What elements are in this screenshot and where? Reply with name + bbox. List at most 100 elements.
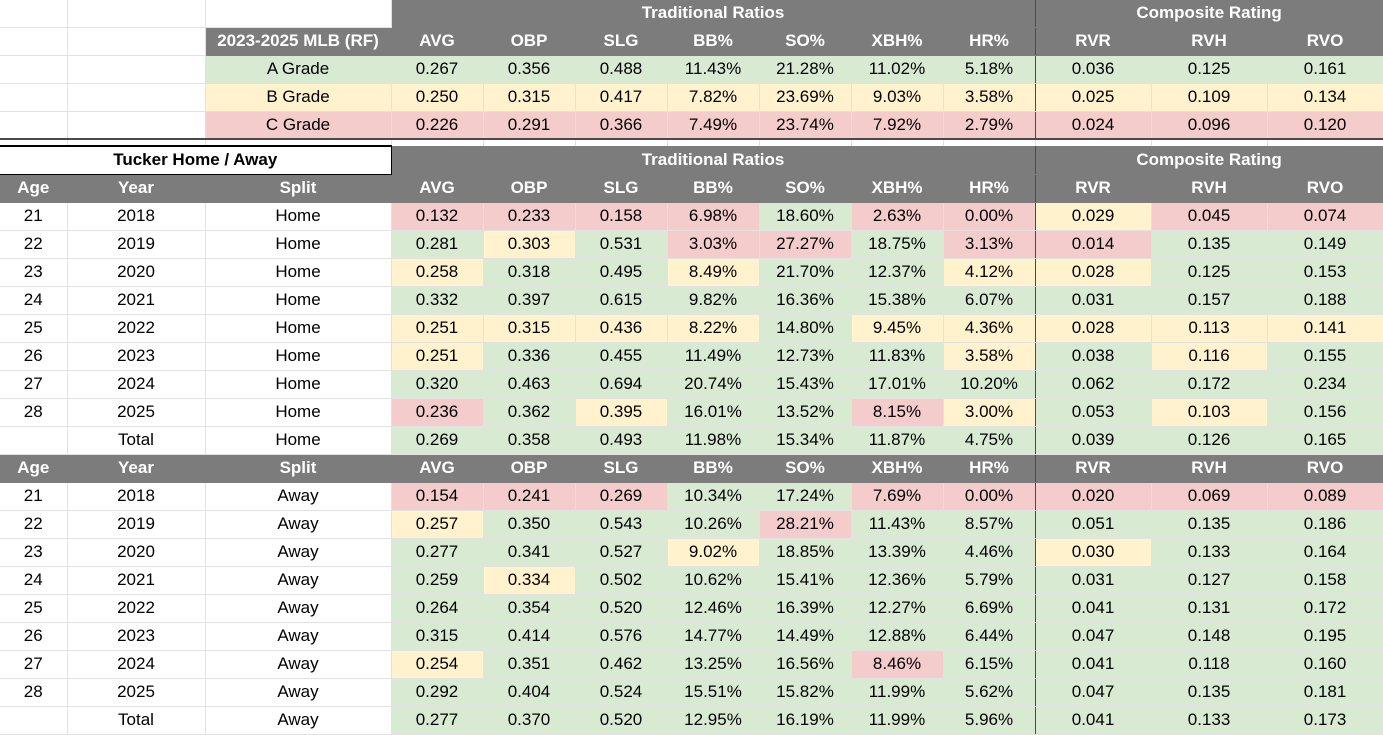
stat-value-cell[interactable]: 0.158 — [575, 202, 668, 231]
stat-value-cell[interactable]: 0.051 — [1035, 510, 1152, 539]
year-cell[interactable]: 2018 — [67, 202, 206, 231]
benchmark-value-cell[interactable]: 0.036 — [1035, 55, 1152, 84]
column-header-xbh-pct[interactable]: XBH% — [851, 27, 944, 56]
split-cell[interactable]: Home — [205, 314, 392, 343]
column-header-xbh-pct[interactable]: XBH% — [851, 454, 944, 483]
stat-value-cell[interactable]: 0.303 — [483, 230, 576, 259]
column-header-avg[interactable]: AVG — [391, 454, 484, 483]
column-header-rvh[interactable]: RVH — [1151, 174, 1268, 203]
stat-value-cell[interactable]: 0.520 — [575, 594, 668, 623]
split-cell[interactable]: Home — [205, 426, 392, 455]
stat-value-cell[interactable]: 15.51% — [667, 678, 760, 707]
split-cell[interactable]: Home — [205, 258, 392, 287]
year-cell[interactable]: 2019 — [67, 510, 206, 539]
stat-value-cell[interactable]: 0.127 — [1151, 566, 1268, 595]
stat-value-cell[interactable]: 21.70% — [759, 258, 852, 287]
split-cell[interactable]: Home — [205, 342, 392, 371]
stat-value-cell[interactable]: 0.404 — [483, 678, 576, 707]
year-cell[interactable]: 2023 — [67, 622, 206, 651]
benchmark-value-cell[interactable]: 2.79% — [943, 111, 1036, 140]
composite-rating-header[interactable]: Composite Rating — [1035, 146, 1383, 175]
stat-value-cell[interactable]: 0.103 — [1151, 398, 1268, 427]
stat-value-cell[interactable]: 9.02% — [667, 538, 760, 567]
stat-value-cell[interactable]: 12.88% — [851, 622, 944, 651]
age-cell[interactable]: 26 — [0, 622, 68, 651]
stat-value-cell[interactable]: 0.00% — [943, 482, 1036, 511]
year-cell[interactable]: 2021 — [67, 566, 206, 595]
stat-value-cell[interactable]: 0.350 — [483, 510, 576, 539]
stat-value-cell[interactable]: 0.126 — [1151, 426, 1268, 455]
year-cell[interactable]: Total — [67, 706, 206, 735]
stat-value-cell[interactable]: 0.135 — [1151, 678, 1268, 707]
stat-value-cell[interactable]: 0.436 — [575, 314, 668, 343]
stat-value-cell[interactable]: 11.87% — [851, 426, 944, 455]
stat-value-cell[interactable]: 0.173 — [1267, 706, 1383, 735]
stat-value-cell[interactable]: 0.257 — [391, 510, 484, 539]
stat-value-cell[interactable]: 0.165 — [1267, 426, 1383, 455]
stat-value-cell[interactable]: 3.58% — [943, 342, 1036, 371]
stat-value-cell[interactable]: 16.01% — [667, 398, 760, 427]
benchmark-value-cell[interactable]: 7.92% — [851, 111, 944, 140]
column-header-bb-pct[interactable]: BB% — [667, 27, 760, 56]
split-cell[interactable]: Away — [205, 622, 392, 651]
empty-cell[interactable] — [0, 139, 68, 146]
age-cell[interactable]: 24 — [0, 286, 68, 315]
split-cell[interactable]: Away — [205, 706, 392, 735]
empty-cell[interactable] — [575, 139, 668, 146]
stat-value-cell[interactable]: 0.281 — [391, 230, 484, 259]
year-cell[interactable]: 2020 — [67, 538, 206, 567]
benchmark-value-cell[interactable]: 9.03% — [851, 83, 944, 112]
empty-cell[interactable] — [0, 55, 68, 84]
stat-value-cell[interactable]: 0.014 — [1035, 230, 1152, 259]
benchmark-value-cell[interactable]: 0.267 — [391, 55, 484, 84]
benchmark-value-cell[interactable]: 0.315 — [483, 83, 576, 112]
empty-cell[interactable] — [851, 139, 944, 146]
empty-cell[interactable] — [1151, 139, 1268, 146]
stat-value-cell[interactable]: 17.01% — [851, 370, 944, 399]
stat-value-cell[interactable]: 3.03% — [667, 230, 760, 259]
stat-value-cell[interactable]: 16.39% — [759, 594, 852, 623]
stat-value-cell[interactable]: 0.395 — [575, 398, 668, 427]
stat-value-cell[interactable]: 12.73% — [759, 342, 852, 371]
stat-value-cell[interactable]: 0.038 — [1035, 342, 1152, 371]
stat-value-cell[interactable]: 6.98% — [667, 202, 760, 231]
benchmark-label[interactable]: 2023-2025 MLB (RF) — [205, 27, 392, 56]
stat-value-cell[interactable]: 0.154 — [391, 482, 484, 511]
age-cell[interactable]: 27 — [0, 650, 68, 679]
stat-value-cell[interactable]: 0.135 — [1151, 510, 1268, 539]
column-header-rvr[interactable]: RVR — [1035, 454, 1152, 483]
split-cell[interactable]: Away — [205, 510, 392, 539]
stat-value-cell[interactable]: 8.57% — [943, 510, 1036, 539]
stat-value-cell[interactable]: 0.028 — [1035, 258, 1152, 287]
stat-value-cell[interactable]: 0.318 — [483, 258, 576, 287]
empty-cell[interactable] — [205, 139, 392, 146]
age-cell[interactable]: 21 — [0, 482, 68, 511]
split-header[interactable]: Split — [205, 454, 392, 483]
column-header-obp[interactable]: OBP — [483, 27, 576, 56]
split-cell[interactable]: Home — [205, 202, 392, 231]
age-cell[interactable]: 22 — [0, 510, 68, 539]
traditional-ratios-header[interactable]: Traditional Ratios — [391, 146, 1036, 175]
stat-value-cell[interactable]: 6.07% — [943, 286, 1036, 315]
stat-value-cell[interactable]: 0.041 — [1035, 706, 1152, 735]
stat-value-cell[interactable]: 0.251 — [391, 342, 484, 371]
stat-value-cell[interactable]: 5.62% — [943, 678, 1036, 707]
column-header-slg[interactable]: SLG — [575, 454, 668, 483]
age-header[interactable]: Age — [0, 174, 68, 203]
stat-value-cell[interactable]: 0.269 — [575, 482, 668, 511]
stat-value-cell[interactable]: 9.45% — [851, 314, 944, 343]
stat-value-cell[interactable]: 0.362 — [483, 398, 576, 427]
stat-value-cell[interactable]: 14.80% — [759, 314, 852, 343]
stat-value-cell[interactable]: 0.493 — [575, 426, 668, 455]
stat-value-cell[interactable]: 0.125 — [1151, 258, 1268, 287]
stat-value-cell[interactable]: 0.277 — [391, 538, 484, 567]
benchmark-value-cell[interactable]: 0.125 — [1151, 55, 1268, 84]
stat-value-cell[interactable]: 0.694 — [575, 370, 668, 399]
split-cell[interactable]: Home — [205, 286, 392, 315]
stat-value-cell[interactable]: 20.74% — [667, 370, 760, 399]
stat-value-cell[interactable]: 0.414 — [483, 622, 576, 651]
benchmark-value-cell[interactable]: 0.226 — [391, 111, 484, 140]
stat-value-cell[interactable]: 0.241 — [483, 482, 576, 511]
stat-value-cell[interactable]: 6.44% — [943, 622, 1036, 651]
stat-value-cell[interactable]: 11.49% — [667, 342, 760, 371]
